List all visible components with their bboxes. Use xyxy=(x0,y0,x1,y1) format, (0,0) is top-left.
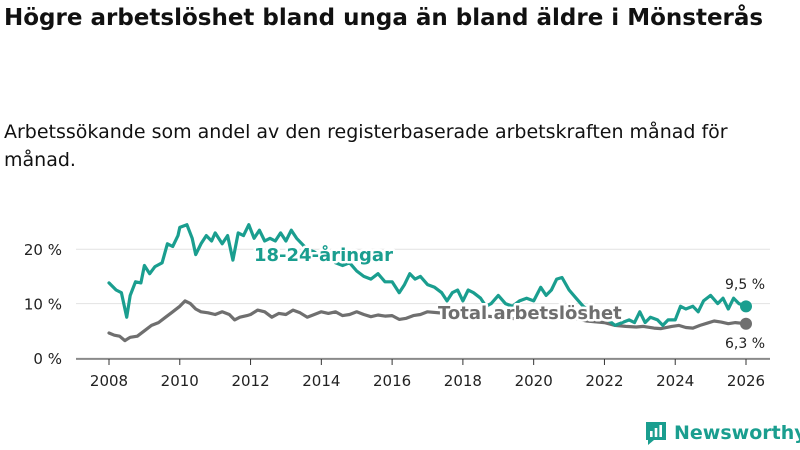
brand-name: Newsworthy xyxy=(674,422,800,444)
series-line-youth xyxy=(107,223,748,327)
x-tick-label: 2024 xyxy=(656,372,694,390)
x-tick-label: 2026 xyxy=(727,372,765,390)
axes: 0 % 10 % 20 % 2008 2010 2012 2014 2016 2018 2020 2… xyxy=(24,241,770,390)
chart-title: Högre arbetslöshet bland unga än bland ä… xyxy=(4,5,764,31)
series-end-dot-youth xyxy=(740,300,752,313)
end-value-label-total: 6,3 % xyxy=(725,336,765,352)
series-label-total: Total arbetslöshet xyxy=(438,303,622,324)
y-tick-label: 20 % xyxy=(24,241,62,259)
series-label-youth: 18-24-åringar xyxy=(254,244,393,266)
newsworthy-brand[interactable]: Newsworthy xyxy=(644,418,800,448)
series xyxy=(107,223,752,343)
x-tick-label: 2012 xyxy=(231,372,269,390)
y-tick-label: 10 % xyxy=(24,296,62,314)
x-tick-label: 2020 xyxy=(515,372,553,390)
chart-subtitle: Arbetssökande som andel av den registerb… xyxy=(4,121,728,171)
series-line-total xyxy=(107,299,748,343)
x-tick-label: 2014 xyxy=(302,372,340,390)
end-value-label-youth: 9,5 % xyxy=(725,277,765,293)
gridlines xyxy=(76,248,770,359)
series-end-dot-total xyxy=(740,317,752,330)
y-tick-label: 0 % xyxy=(33,350,62,368)
newsworthy-logo-icon xyxy=(646,422,666,445)
x-tick-label: 2018 xyxy=(444,372,482,390)
x-tick-label: 2010 xyxy=(161,372,199,390)
x-tick-label: 2016 xyxy=(373,372,411,390)
x-tick-label: 2008 xyxy=(90,372,128,390)
series-labels: 18-24-åringar Total arbetslöshet 9,5 % 6,3 … xyxy=(252,242,766,353)
x-tick-label: 2022 xyxy=(585,372,623,390)
